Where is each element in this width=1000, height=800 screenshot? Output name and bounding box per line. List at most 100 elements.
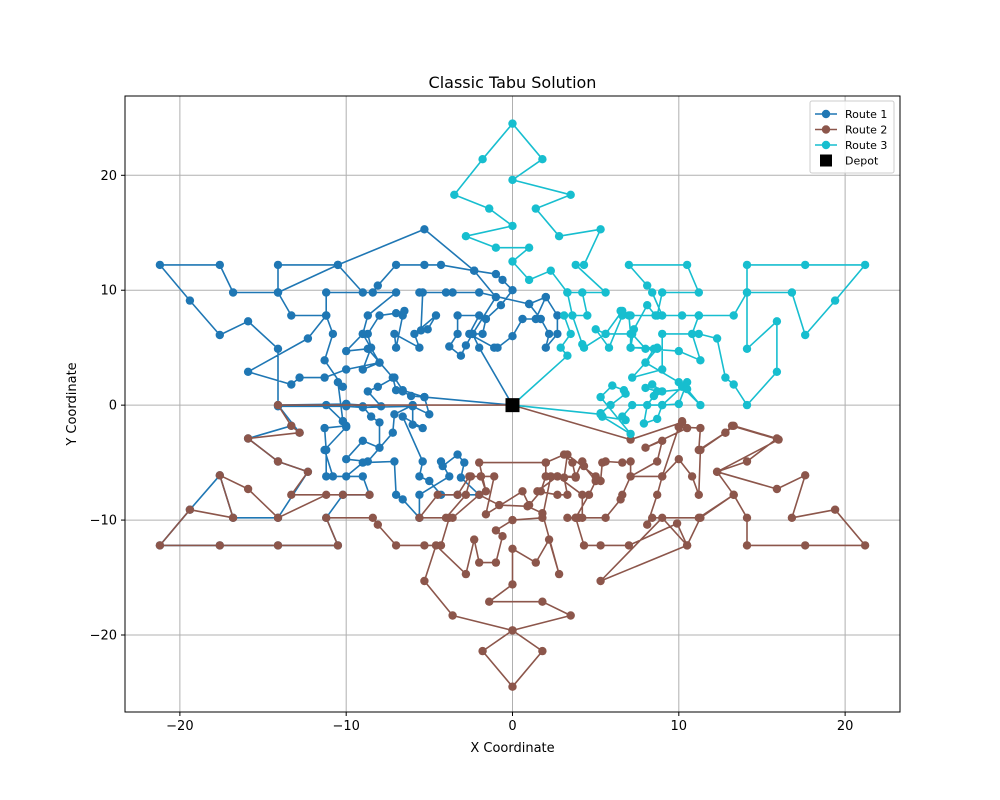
route-point [476, 472, 486, 481]
route-point [742, 288, 752, 297]
route-point [445, 342, 454, 351]
route-point [674, 346, 683, 356]
route-point [375, 443, 384, 452]
route-point [448, 611, 457, 620]
route-point [273, 541, 283, 550]
route-point [677, 311, 687, 320]
route-point [596, 576, 605, 586]
route-point [626, 472, 635, 481]
route-point [493, 343, 502, 352]
route-point [450, 190, 459, 199]
route-point [322, 472, 331, 481]
series-route-1 [155, 225, 562, 550]
route-point [583, 311, 592, 320]
route-point [478, 155, 487, 164]
route-point [461, 490, 471, 499]
route-point [571, 473, 580, 482]
route-point [604, 343, 614, 352]
route-point [338, 490, 348, 499]
route-point [618, 306, 627, 316]
route-point [406, 391, 416, 401]
route-point [358, 436, 367, 445]
route-point [358, 329, 367, 339]
route-point [629, 325, 639, 334]
legend-entry: Route 3 [815, 139, 887, 152]
route-point [322, 311, 331, 320]
route-point [712, 334, 722, 343]
route-point [322, 288, 331, 297]
route-point [553, 472, 562, 481]
route-point [658, 288, 667, 297]
route-point [563, 351, 572, 360]
route-point [390, 457, 399, 466]
route-point [541, 343, 550, 352]
route-point [342, 346, 351, 356]
route-point [448, 288, 457, 297]
route-point [375, 311, 384, 320]
y-tick-label: 20 [100, 169, 117, 184]
route-point [375, 358, 384, 367]
route-point [648, 513, 657, 522]
route-point [475, 558, 484, 567]
route-point [273, 400, 283, 410]
route-point [579, 541, 589, 550]
route-point [342, 365, 351, 374]
route-point [425, 476, 434, 486]
route-point [801, 260, 810, 270]
y-tick-label: 0 [109, 399, 117, 414]
route-point [554, 232, 564, 241]
route-point [687, 472, 697, 481]
route-point [155, 260, 165, 270]
route-point [578, 288, 587, 297]
route-point [295, 428, 304, 437]
route-point [508, 119, 517, 128]
route-point [729, 380, 738, 389]
route-point [368, 513, 377, 522]
route-point [677, 418, 687, 427]
route-point [508, 682, 517, 691]
route-point [358, 458, 367, 467]
route-point [591, 325, 600, 334]
legend-label: Route 2 [845, 124, 887, 137]
route-point [333, 541, 343, 550]
x-tick-label: 10 [671, 719, 688, 734]
route-point [273, 457, 283, 466]
route-point [536, 487, 545, 496]
route-point [729, 490, 738, 499]
legend: Route 1 Route 2 Route 3 Depot [809, 100, 895, 174]
route-point [358, 365, 367, 374]
route-point [694, 490, 703, 499]
depot-marker [505, 398, 520, 413]
route-point [508, 626, 517, 635]
route-point [453, 450, 462, 459]
route-point [641, 344, 650, 353]
route-point [538, 646, 547, 656]
route-point [643, 281, 652, 290]
legend-label: Route 1 [845, 108, 887, 121]
route-point [453, 311, 462, 320]
route-point [185, 505, 195, 514]
route-point [508, 286, 517, 295]
route-point [554, 569, 564, 579]
route-point [415, 513, 424, 522]
route-point [215, 330, 224, 340]
route-point [860, 541, 870, 550]
route-point [391, 288, 401, 297]
route-point [682, 260, 692, 270]
route-point [571, 513, 580, 522]
route-point [287, 311, 296, 320]
route-point [556, 343, 565, 352]
route-point [398, 495, 407, 504]
route-point [273, 260, 283, 270]
route-point [563, 513, 572, 522]
route-point [544, 535, 554, 544]
route-point [639, 419, 649, 428]
route-point [674, 455, 683, 464]
route-point [608, 381, 617, 390]
route-point [596, 392, 605, 402]
route-point [742, 457, 752, 466]
route-point [571, 260, 580, 270]
route-point [568, 311, 577, 320]
route-point [388, 428, 397, 437]
